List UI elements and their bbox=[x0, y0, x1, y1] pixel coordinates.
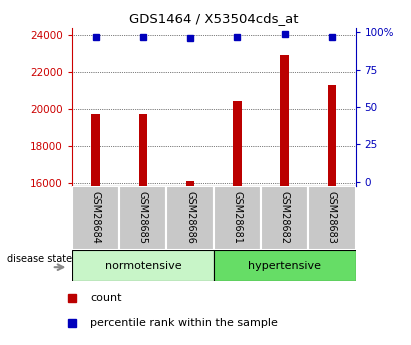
Bar bbox=[72, 250, 214, 281]
Bar bbox=[72, 186, 119, 250]
Bar bbox=[328, 85, 336, 186]
Text: GSM28682: GSM28682 bbox=[279, 191, 290, 244]
Bar bbox=[139, 114, 147, 186]
Bar bbox=[233, 101, 242, 186]
Text: GSM28684: GSM28684 bbox=[90, 191, 101, 244]
Text: percentile rank within the sample: percentile rank within the sample bbox=[90, 318, 278, 328]
Title: GDS1464 / X53504cds_at: GDS1464 / X53504cds_at bbox=[129, 12, 298, 25]
Text: GSM28683: GSM28683 bbox=[327, 191, 337, 244]
Bar bbox=[214, 186, 261, 250]
Bar bbox=[119, 186, 166, 250]
Bar bbox=[280, 55, 289, 186]
Text: GSM28681: GSM28681 bbox=[232, 191, 242, 244]
Bar bbox=[214, 250, 356, 281]
Bar bbox=[308, 186, 356, 250]
Bar bbox=[166, 186, 214, 250]
Text: disease state: disease state bbox=[7, 254, 72, 264]
Text: GSM28685: GSM28685 bbox=[138, 191, 148, 244]
Text: normotensive: normotensive bbox=[104, 261, 181, 270]
Text: count: count bbox=[90, 293, 122, 303]
Bar bbox=[261, 186, 308, 250]
Bar bbox=[91, 114, 100, 186]
Text: GSM28686: GSM28686 bbox=[185, 191, 195, 244]
Bar bbox=[186, 181, 194, 186]
Text: hypertensive: hypertensive bbox=[248, 261, 321, 270]
